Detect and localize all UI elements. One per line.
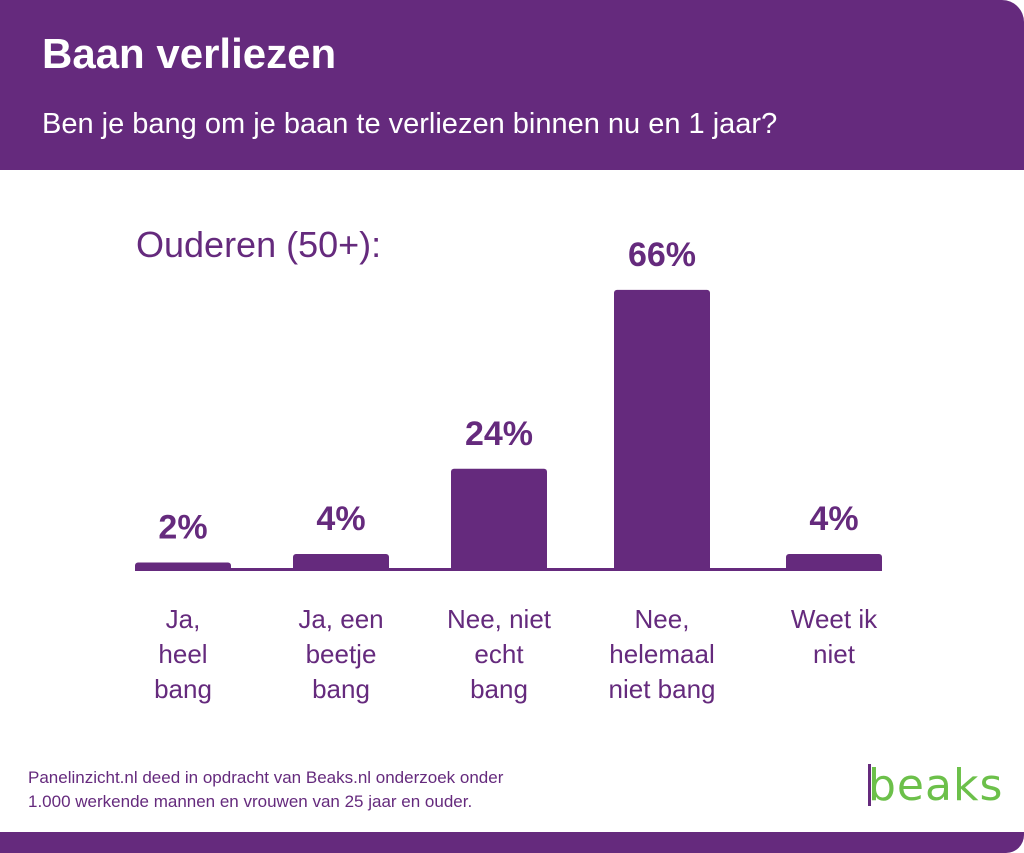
category-label: helemaal: [609, 639, 715, 669]
data-label: 24%: [465, 415, 533, 453]
category-label: niet: [813, 639, 856, 669]
category-label: Nee, niet: [447, 604, 552, 634]
bar: [135, 562, 231, 571]
category-label: Ja,: [166, 604, 201, 634]
bar: [786, 553, 882, 571]
category-label: heel: [158, 639, 207, 669]
category-label: bang: [470, 674, 528, 704]
category-label: bang: [154, 674, 212, 704]
footnote-line: 1.000 werkende mannen en vrouwen van 25 …: [28, 792, 473, 811]
category-label: Ja, een: [298, 604, 383, 634]
data-label: 2%: [158, 508, 207, 546]
bar: [614, 289, 710, 571]
group-label: Ouderen (50+):: [136, 224, 382, 265]
category-label: niet bang: [609, 674, 716, 704]
bar: [451, 468, 547, 571]
bar: [293, 553, 389, 571]
beaks-logo: beaks: [868, 760, 1004, 811]
data-label: 4%: [809, 500, 858, 538]
category-label: Nee,: [635, 604, 690, 634]
category-label: echt: [474, 639, 524, 669]
page-subtitle: Ben je bang om je baan te verliezen binn…: [42, 108, 778, 140]
category-label: bang: [312, 674, 370, 704]
data-label: 66%: [628, 236, 696, 274]
category-label: beetje: [306, 639, 377, 669]
page-title: Baan verliezen: [42, 30, 337, 77]
category-label: Weet ik: [791, 604, 878, 634]
footnote: Panelinzicht.nl deed in opdracht van Bea…: [28, 766, 503, 814]
footer-banner: [0, 832, 1024, 853]
header-banner: Baan verliezen Ben je bang om je baan te…: [0, 0, 1024, 170]
data-label: 4%: [316, 500, 365, 538]
footnote-line: Panelinzicht.nl deed in opdracht van Bea…: [28, 768, 504, 787]
